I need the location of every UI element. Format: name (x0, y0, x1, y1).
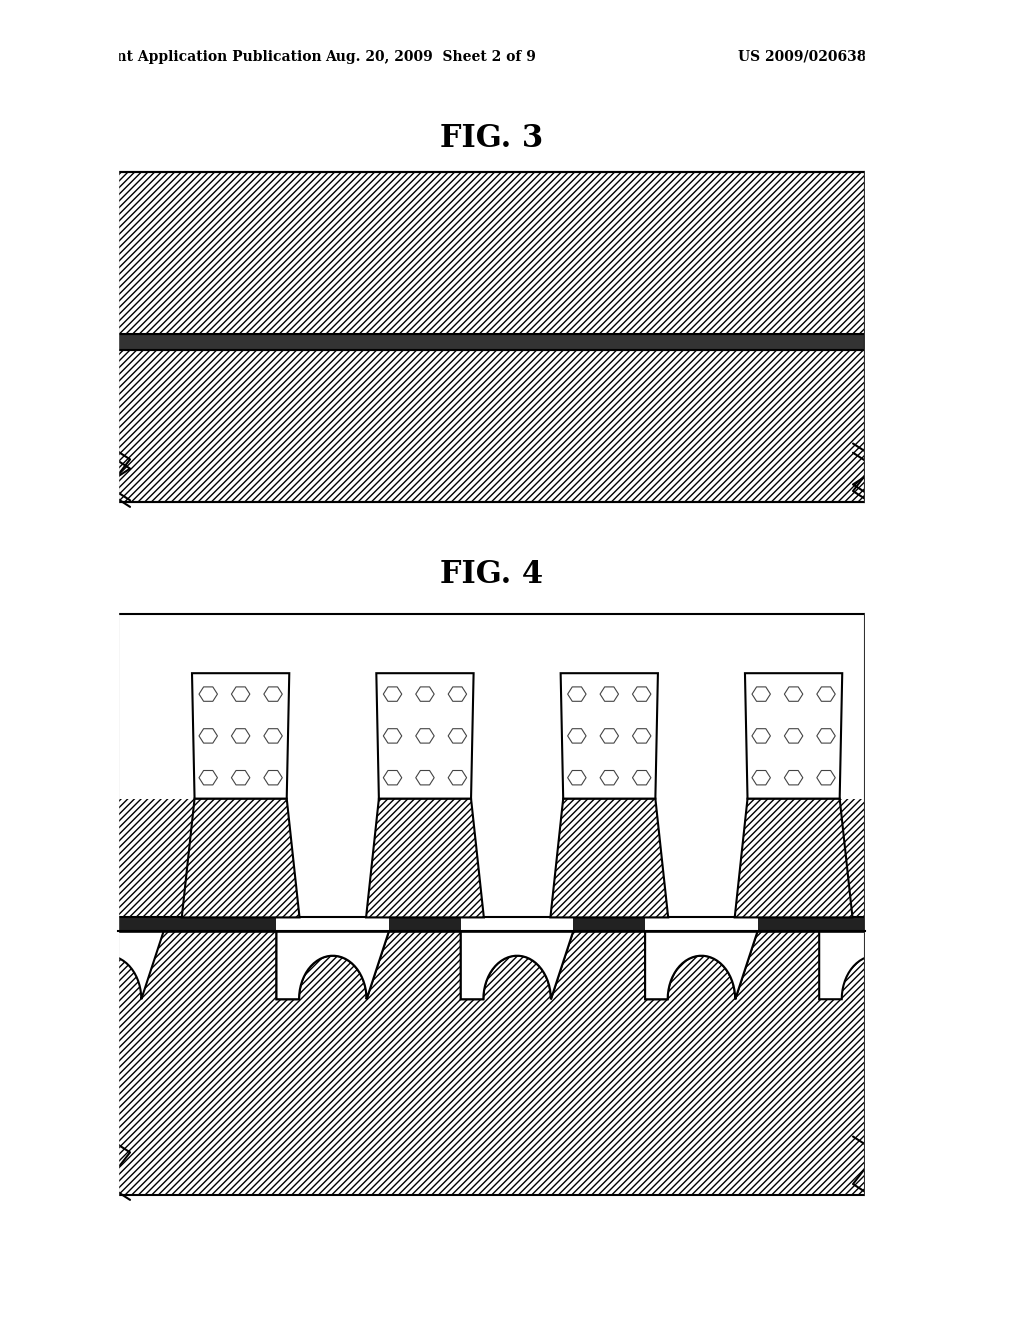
Text: FIG. 3: FIG. 3 (440, 123, 543, 154)
Polygon shape (650, 799, 753, 917)
Polygon shape (282, 799, 384, 917)
Polygon shape (461, 931, 573, 999)
Text: 300: 300 (894, 729, 923, 743)
Polygon shape (551, 799, 668, 917)
Text: ~: ~ (877, 337, 889, 347)
Polygon shape (276, 931, 389, 999)
Polygon shape (182, 799, 299, 917)
Polygon shape (819, 931, 932, 999)
Polygon shape (561, 673, 657, 799)
Text: ~: ~ (872, 853, 885, 863)
Polygon shape (276, 917, 389, 931)
Text: ~: ~ (877, 421, 889, 430)
Text: 100: 100 (901, 418, 931, 433)
Text: ~: ~ (872, 731, 885, 741)
Polygon shape (645, 931, 758, 999)
Polygon shape (118, 350, 865, 502)
Polygon shape (118, 931, 865, 1195)
Text: Aug. 20, 2009  Sheet 2 of 9: Aug. 20, 2009 Sheet 2 of 9 (325, 50, 536, 63)
Text: 110: 110 (901, 335, 931, 348)
Polygon shape (735, 799, 852, 917)
Text: ~: ~ (872, 919, 885, 929)
Text: FIG. 4: FIG. 4 (440, 558, 543, 590)
Text: 120: 120 (901, 246, 931, 260)
Text: ~: ~ (877, 248, 889, 257)
Text: 112: 112 (894, 917, 924, 931)
Polygon shape (377, 673, 473, 799)
Polygon shape (466, 799, 568, 917)
Text: Patent Application Publication: Patent Application Publication (82, 50, 322, 63)
Polygon shape (461, 931, 573, 999)
Polygon shape (51, 931, 164, 999)
Text: US 2009/0206383 A1: US 2009/0206383 A1 (737, 50, 901, 63)
Polygon shape (745, 673, 842, 799)
Polygon shape (645, 917, 758, 931)
Text: 122: 122 (894, 851, 924, 865)
Polygon shape (118, 334, 865, 350)
Polygon shape (118, 799, 865, 917)
Text: T: T (894, 940, 904, 953)
Polygon shape (461, 917, 573, 931)
Text: ~: ~ (872, 941, 885, 952)
Polygon shape (118, 172, 865, 334)
Text: ~: ~ (872, 1057, 885, 1068)
Polygon shape (276, 931, 389, 999)
Polygon shape (645, 931, 758, 999)
Polygon shape (193, 673, 289, 799)
Polygon shape (367, 799, 483, 917)
Text: 100: 100 (894, 1056, 924, 1069)
